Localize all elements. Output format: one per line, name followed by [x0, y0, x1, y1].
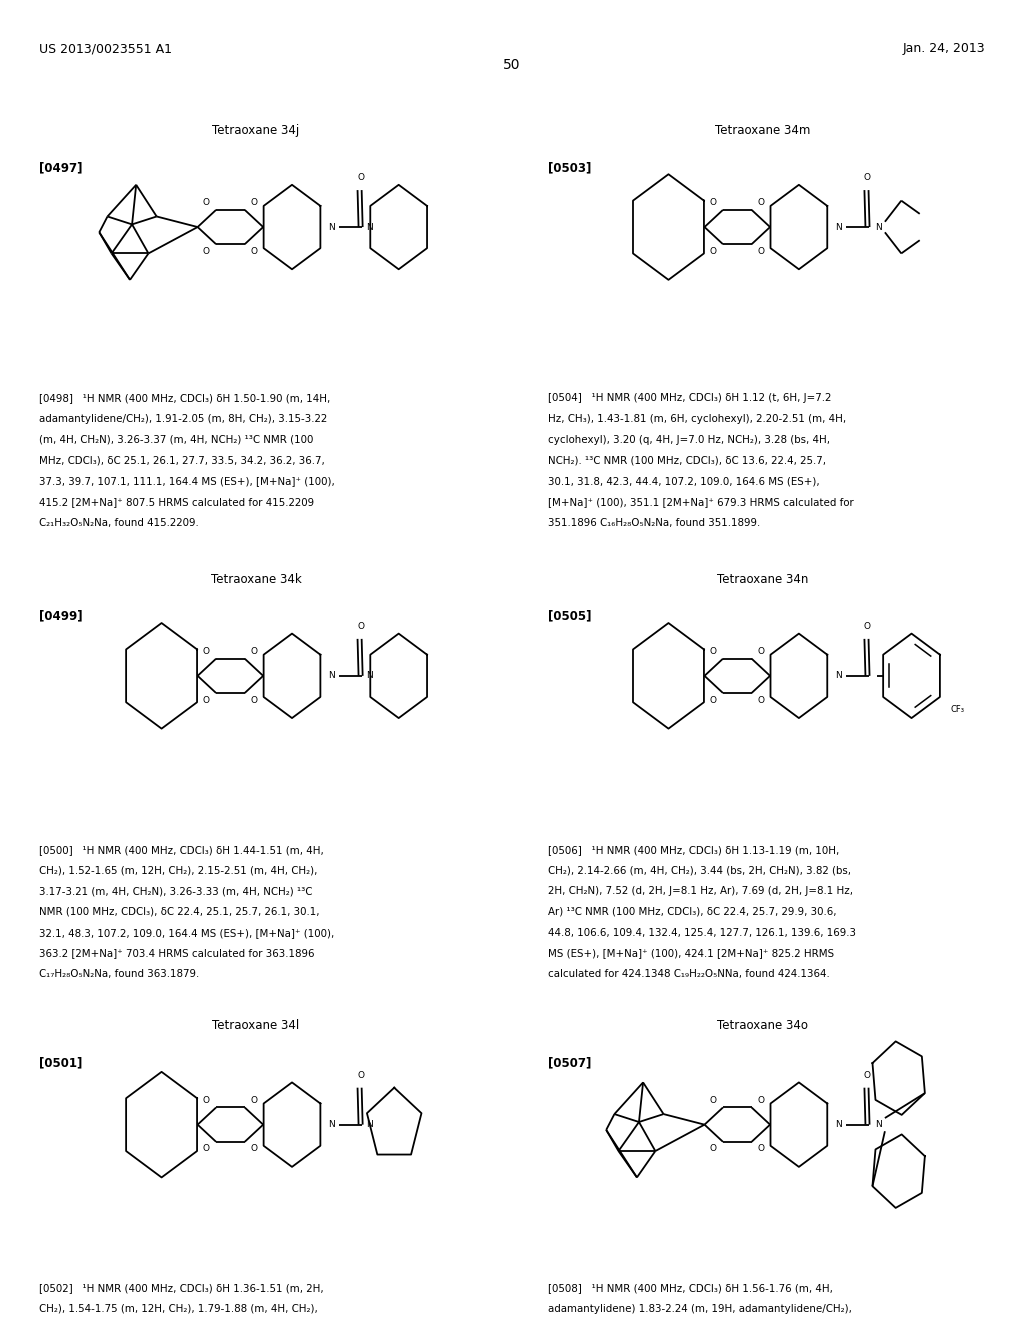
Text: O: O [864, 173, 871, 182]
Text: O: O [758, 198, 765, 207]
Text: N: N [328, 672, 335, 680]
Text: 3.17-3.21 (m, 4H, CH₂N), 3.26-3.33 (m, 4H, NCH₂) ¹³C: 3.17-3.21 (m, 4H, CH₂N), 3.26-3.33 (m, 4… [39, 886, 312, 896]
Text: O: O [710, 247, 717, 256]
Text: Tetraoxane 34l: Tetraoxane 34l [212, 1019, 300, 1032]
Text: 30.1, 31.8, 42.3, 44.4, 107.2, 109.0, 164.6 MS (ES+),: 30.1, 31.8, 42.3, 44.4, 107.2, 109.0, 16… [548, 477, 819, 486]
Text: O: O [203, 198, 210, 207]
Text: 2H, CH₂N), 7.52 (d, 2H, J=8.1 Hz, Ar), 7.69 (d, 2H, J=8.1 Hz,: 2H, CH₂N), 7.52 (d, 2H, J=8.1 Hz, Ar), 7… [548, 886, 853, 896]
Text: [0507]: [0507] [548, 1056, 591, 1069]
Text: N: N [876, 1121, 882, 1129]
Text: N: N [835, 223, 842, 231]
Text: CF₃: CF₃ [950, 705, 965, 714]
Text: O: O [251, 696, 258, 705]
Text: C₁₇H₂₈O₅N₂Na, found 363.1879.: C₁₇H₂₈O₅N₂Na, found 363.1879. [39, 969, 199, 979]
Text: 44.8, 106.6, 109.4, 132.4, 125.4, 127.7, 126.1, 139.6, 169.3: 44.8, 106.6, 109.4, 132.4, 125.4, 127.7,… [548, 928, 856, 937]
Text: O: O [203, 247, 210, 256]
Text: O: O [203, 647, 210, 656]
Text: [0498]   ¹H NMR (400 MHz, CDCl₃) δH 1.50-1.90 (m, 14H,: [0498] ¹H NMR (400 MHz, CDCl₃) δH 1.50-1… [39, 393, 330, 404]
Text: calculated for 424.1348 C₁₉H₂₂O₅NNa, found 424.1364.: calculated for 424.1348 C₁₉H₂₂O₅NNa, fou… [548, 969, 829, 979]
Text: [0503]: [0503] [548, 161, 591, 174]
Text: O: O [251, 247, 258, 256]
Text: O: O [864, 1071, 871, 1080]
Text: 50: 50 [503, 58, 521, 73]
Text: cyclohexyl), 3.20 (q, 4H, J=7.0 Hz, NCH₂), 3.28 (bs, 4H,: cyclohexyl), 3.20 (q, 4H, J=7.0 Hz, NCH₂… [548, 434, 829, 445]
Text: N: N [835, 672, 842, 680]
Text: [0508]   ¹H NMR (400 MHz, CDCl₃) δH 1.56-1.76 (m, 4H,: [0508] ¹H NMR (400 MHz, CDCl₃) δH 1.56-1… [548, 1283, 833, 1294]
Text: 32.1, 48.3, 107.2, 109.0, 164.4 MS (ES+), [M+Na]⁺ (100),: 32.1, 48.3, 107.2, 109.0, 164.4 MS (ES+)… [39, 928, 334, 937]
Text: O: O [710, 696, 717, 705]
Text: [0505]: [0505] [548, 610, 591, 623]
Text: Ar) ¹³C NMR (100 MHz, CDCl₃), δC 22.4, 25.7, 29.9, 30.6,: Ar) ¹³C NMR (100 MHz, CDCl₃), δC 22.4, 2… [548, 907, 837, 917]
Text: O: O [357, 622, 365, 631]
Text: O: O [251, 647, 258, 656]
Text: Tetraoxane 34m: Tetraoxane 34m [715, 124, 811, 137]
Text: 363.2 [2M+Na]⁺ 703.4 HRMS calculated for 363.1896: 363.2 [2M+Na]⁺ 703.4 HRMS calculated for… [39, 948, 314, 958]
Text: MS (ES+), [M+Na]⁺ (100), 424.1 [2M+Na]⁺ 825.2 HRMS: MS (ES+), [M+Na]⁺ (100), 424.1 [2M+Na]⁺ … [548, 948, 834, 958]
Text: N: N [876, 223, 882, 231]
Text: [0504]   ¹H NMR (400 MHz, CDCl₃) δH 1.12 (t, 6H, J=7.2: [0504] ¹H NMR (400 MHz, CDCl₃) δH 1.12 (… [548, 393, 831, 404]
Text: O: O [758, 1096, 765, 1105]
Text: N: N [367, 1121, 373, 1129]
Text: O: O [357, 173, 365, 182]
Text: O: O [758, 1144, 765, 1154]
Text: C₂₁H₃₂O₅N₂Na, found 415.2209.: C₂₁H₃₂O₅N₂Na, found 415.2209. [39, 517, 199, 528]
Text: Jan. 24, 2013: Jan. 24, 2013 [902, 42, 985, 55]
Text: O: O [357, 1071, 365, 1080]
Text: [0499]: [0499] [39, 610, 83, 623]
Text: 37.3, 39.7, 107.1, 111.1, 164.4 MS (ES+), [M+Na]⁺ (100),: 37.3, 39.7, 107.1, 111.1, 164.4 MS (ES+)… [39, 477, 335, 486]
Text: N: N [328, 1121, 335, 1129]
Text: O: O [710, 198, 717, 207]
Text: Tetraoxane 34n: Tetraoxane 34n [717, 573, 809, 586]
Text: O: O [251, 1144, 258, 1154]
Text: O: O [251, 1096, 258, 1105]
Text: O: O [203, 1096, 210, 1105]
Text: [0501]: [0501] [39, 1056, 82, 1069]
Text: O: O [758, 247, 765, 256]
Text: O: O [203, 696, 210, 705]
Text: [0497]: [0497] [39, 161, 82, 174]
Text: MHz, CDCl₃), δC 25.1, 26.1, 27.7, 33.5, 34.2, 36.2, 36.7,: MHz, CDCl₃), δC 25.1, 26.1, 27.7, 33.5, … [39, 455, 325, 466]
Text: N: N [835, 1121, 842, 1129]
Text: US 2013/0023551 A1: US 2013/0023551 A1 [39, 42, 172, 55]
Text: O: O [710, 647, 717, 656]
Text: Tetraoxane 34j: Tetraoxane 34j [212, 124, 300, 137]
Text: O: O [758, 696, 765, 705]
Text: [M+Na]⁺ (100), 351.1 [2M+Na]⁺ 679.3 HRMS calculated for: [M+Na]⁺ (100), 351.1 [2M+Na]⁺ 679.3 HRMS… [548, 498, 854, 507]
Text: [0500]   ¹H NMR (400 MHz, CDCl₃) δH 1.44-1.51 (m, 4H,: [0500] ¹H NMR (400 MHz, CDCl₃) δH 1.44-1… [39, 845, 324, 855]
Text: adamantylidene/CH₂), 1.91-2.05 (m, 8H, CH₂), 3.15-3.22: adamantylidene/CH₂), 1.91-2.05 (m, 8H, C… [39, 414, 327, 424]
Text: adamantylidene) 1.83-2.24 (m, 19H, adamantylidene/CH₂),: adamantylidene) 1.83-2.24 (m, 19H, adama… [548, 1304, 852, 1313]
Text: CH₂), 1.52-1.65 (m, 12H, CH₂), 2.15-2.51 (m, 4H, CH₂),: CH₂), 1.52-1.65 (m, 12H, CH₂), 2.15-2.51… [39, 866, 317, 875]
Text: Tetraoxane 34k: Tetraoxane 34k [211, 573, 301, 586]
Text: O: O [251, 198, 258, 207]
Text: [0502]   ¹H NMR (400 MHz, CDCl₃) δH 1.36-1.51 (m, 2H,: [0502] ¹H NMR (400 MHz, CDCl₃) δH 1.36-1… [39, 1283, 324, 1294]
Text: Tetraoxane 34o: Tetraoxane 34o [718, 1019, 808, 1032]
Text: N: N [328, 223, 335, 231]
Text: O: O [710, 1144, 717, 1154]
Text: O: O [710, 1096, 717, 1105]
Text: Hz, CH₃), 1.43-1.81 (m, 6H, cyclohexyl), 2.20-2.51 (m, 4H,: Hz, CH₃), 1.43-1.81 (m, 6H, cyclohexyl),… [548, 414, 846, 424]
Text: O: O [203, 1144, 210, 1154]
Text: O: O [864, 622, 871, 631]
Text: CH₂), 1.54-1.75 (m, 12H, CH₂), 1.79-1.88 (m, 4H, CH₂),: CH₂), 1.54-1.75 (m, 12H, CH₂), 1.79-1.88… [39, 1304, 317, 1313]
Text: CH₂), 2.14-2.66 (m, 4H, CH₂), 3.44 (bs, 2H, CH₂N), 3.82 (bs,: CH₂), 2.14-2.66 (m, 4H, CH₂), 3.44 (bs, … [548, 866, 851, 875]
Text: 415.2 [2M+Na]⁺ 807.5 HRMS calculated for 415.2209: 415.2 [2M+Na]⁺ 807.5 HRMS calculated for… [39, 498, 314, 507]
Text: O: O [758, 647, 765, 656]
Text: (m, 4H, CH₂N), 3.26-3.37 (m, 4H, NCH₂) ¹³C NMR (100: (m, 4H, CH₂N), 3.26-3.37 (m, 4H, NCH₂) ¹… [39, 434, 313, 445]
Text: NMR (100 MHz, CDCl₃), δC 22.4, 25.1, 25.7, 26.1, 30.1,: NMR (100 MHz, CDCl₃), δC 22.4, 25.1, 25.… [39, 907, 319, 917]
Text: N: N [367, 223, 373, 231]
Text: 351.1896 C₁₆H₂₈O₅N₂Na, found 351.1899.: 351.1896 C₁₆H₂₈O₅N₂Na, found 351.1899. [548, 517, 760, 528]
Text: N: N [367, 672, 373, 680]
Text: NCH₂). ¹³C NMR (100 MHz, CDCl₃), δC 13.6, 22.4, 25.7,: NCH₂). ¹³C NMR (100 MHz, CDCl₃), δC 13.6… [548, 455, 825, 466]
Text: [0506]   ¹H NMR (400 MHz, CDCl₃) δH 1.13-1.19 (m, 10H,: [0506] ¹H NMR (400 MHz, CDCl₃) δH 1.13-1… [548, 845, 839, 855]
